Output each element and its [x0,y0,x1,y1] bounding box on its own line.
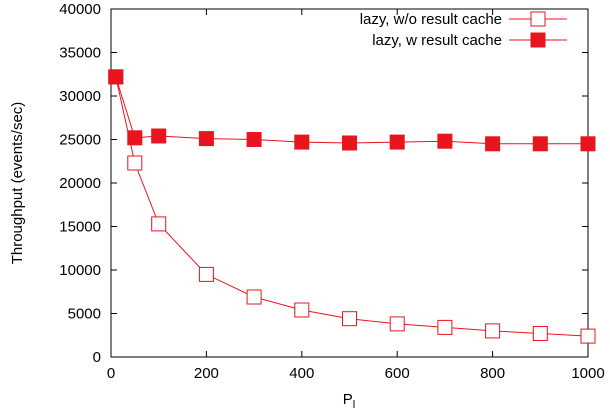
series-1-point [342,311,357,327]
series-2-point [437,133,453,149]
x-tick-label: 800 [480,365,505,382]
series-layer [108,69,596,344]
y-tick-label: 40000 [59,1,101,18]
legend: lazy, w/o result cache lazy, w result ca… [360,11,567,49]
y-tick-label: 15000 [59,219,101,236]
x-axis-label: Pl [343,391,355,411]
x-axis-label-main: P [343,391,353,408]
series-1-line [115,76,589,337]
series-2-point [580,136,596,152]
series-1-point [198,266,214,282]
series-2-point [198,131,214,147]
series-1-point [580,328,596,344]
series-1-point [485,323,501,339]
plot-frame [110,8,589,358]
series-2-point [151,128,167,144]
series-2-point [294,134,310,150]
y-tick-label: 0 [93,349,101,366]
legend-label-series-1: lazy, w/o result cache [360,11,502,28]
series-2-point [246,132,262,147]
y-tick-label: 30000 [59,88,101,105]
series-1-point [532,326,548,341]
x-tick-label: 400 [289,365,314,382]
series-2-point [389,134,405,150]
series-1-point [437,319,453,335]
series-2-point [485,136,501,152]
series-2-point [342,135,357,151]
series-2-line [115,76,588,145]
x-tick-label: 1000 [571,365,604,382]
y-tick-label: 20000 [59,175,101,192]
series-1-point [246,289,262,305]
x-tick-label: 600 [385,365,410,382]
x-tick-label: 200 [194,365,219,382]
x-axis-label-subscript: l [353,399,355,411]
series-1-point [389,316,405,332]
legend-marker-series-1 [530,11,546,27]
y-tick-label: 5000 [68,306,101,323]
series-1-point [151,216,167,232]
series-2-point [532,136,548,152]
legend-label-series-2: lazy, w result cache [372,32,502,49]
y-tick-label: 10000 [59,262,101,279]
y-tick-label: 35000 [59,45,101,62]
y-tick-label: 25000 [59,132,101,149]
series-1-point [294,302,310,318]
legend-marker-series-2 [530,32,546,48]
series-2-point [108,69,124,85]
y-axis-label: Throughput (events/sec) [9,102,26,265]
series-2-point [127,130,143,146]
x-tick-label: 0 [107,365,115,382]
series-1-point [127,155,143,171]
axis-ticks: 0 200 400 600 800 100005000100001500020000250… [59,1,604,382]
